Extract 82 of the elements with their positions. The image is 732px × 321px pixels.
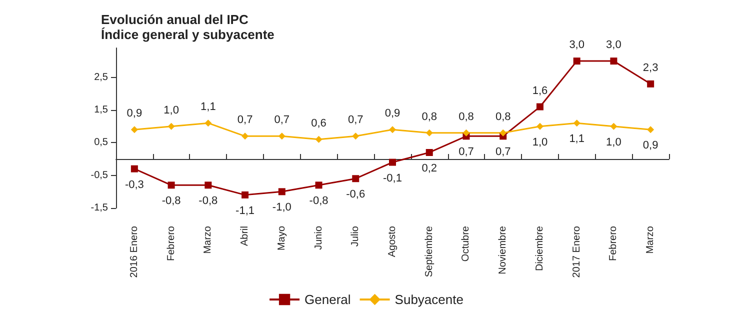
data-label: 3,0	[606, 39, 622, 52]
y-tick-label: -0,5	[90, 170, 108, 181]
x-tick-label: Diciembre	[534, 226, 546, 272]
x-tick-label: Junio	[313, 226, 324, 250]
x-tick-label: Febrero	[608, 226, 620, 262]
point	[389, 158, 396, 166]
x-tick-label: 2016 Enero	[128, 226, 140, 278]
legend-label: Subyacente	[394, 292, 464, 307]
point	[389, 126, 396, 134]
data-label: 1,1	[200, 101, 216, 114]
data-label: 0,2	[422, 162, 438, 174]
x-tick-label: 2017 Enero	[571, 226, 582, 278]
point	[204, 182, 212, 189]
point	[536, 122, 544, 130]
point	[610, 58, 618, 65]
y-tick-label: 1,5	[94, 104, 108, 116]
x-tick-label: Septiembre	[424, 226, 435, 278]
point	[130, 165, 138, 172]
data-label: 1,1	[569, 133, 584, 146]
chart-title: Evolución anual del IPC	[101, 12, 249, 27]
point	[647, 126, 654, 134]
point	[168, 182, 175, 189]
x-tick-label: Agosto	[387, 226, 398, 258]
data-label: 0,8	[495, 110, 511, 123]
data-label: 0,7	[495, 146, 511, 158]
x-tick-label: Marzo	[202, 226, 214, 254]
data-label: 0,9	[384, 108, 400, 120]
data-label: 1,0	[606, 136, 622, 148]
point	[536, 103, 544, 110]
x-tick-label: Febrero	[166, 226, 177, 262]
data-label: 1,0	[164, 104, 179, 116]
point	[315, 136, 322, 143]
x-tick-label: Julio	[350, 226, 362, 247]
point	[130, 126, 138, 134]
point	[462, 129, 470, 136]
data-label: -0,8	[309, 195, 328, 208]
data-label: -0,1	[383, 172, 402, 184]
y-tick-label: 2,5	[94, 72, 108, 83]
point	[315, 182, 322, 189]
point	[500, 129, 507, 136]
data-label: 0,7	[274, 114, 290, 126]
point	[573, 58, 580, 65]
data-label: 3,0	[569, 39, 584, 52]
point	[647, 80, 654, 88]
point	[204, 120, 212, 127]
point	[352, 175, 360, 182]
data-label: 0,7	[237, 114, 253, 126]
point	[426, 129, 433, 136]
data-label: -0,3	[124, 178, 144, 191]
data-label: 2,3	[642, 62, 658, 74]
x-tick-label: Abril	[240, 226, 251, 246]
legend-label: General	[304, 292, 351, 307]
data-label: -0,8	[198, 195, 218, 208]
x-tick-label: Mayo	[276, 226, 288, 250]
y-tick-label: 0,5	[94, 137, 108, 148]
point	[242, 191, 249, 198]
data-label: -1,1	[236, 204, 255, 217]
point	[278, 132, 286, 140]
data-label: 0,9	[126, 108, 142, 120]
chart-subtitle: Índice general y subyacente	[101, 27, 274, 42]
data-label: 0,6	[311, 117, 326, 130]
x-tick-label: Noviembre	[498, 226, 509, 274]
x-tick-label: Marzo	[645, 226, 656, 254]
point	[352, 132, 360, 140]
point	[426, 148, 433, 156]
data-label: 0,8	[458, 110, 474, 123]
data-label: 1,6	[532, 84, 548, 97]
data-label: 0,7	[458, 146, 474, 158]
data-label: 0,9	[642, 140, 658, 152]
point	[573, 120, 580, 127]
data-label: 0,7	[348, 114, 364, 126]
data-label: -1,0	[272, 202, 292, 214]
x-tick-label: Octubre	[460, 226, 472, 262]
point	[168, 122, 175, 130]
point	[242, 132, 249, 140]
data-label: 0,8	[422, 110, 438, 123]
point	[278, 188, 286, 196]
data-label: -0,8	[162, 195, 181, 208]
data-label: 1,0	[532, 136, 548, 148]
data-label: -0,6	[346, 188, 366, 201]
point	[610, 122, 618, 130]
y-tick-label: -1,5	[90, 202, 108, 214]
